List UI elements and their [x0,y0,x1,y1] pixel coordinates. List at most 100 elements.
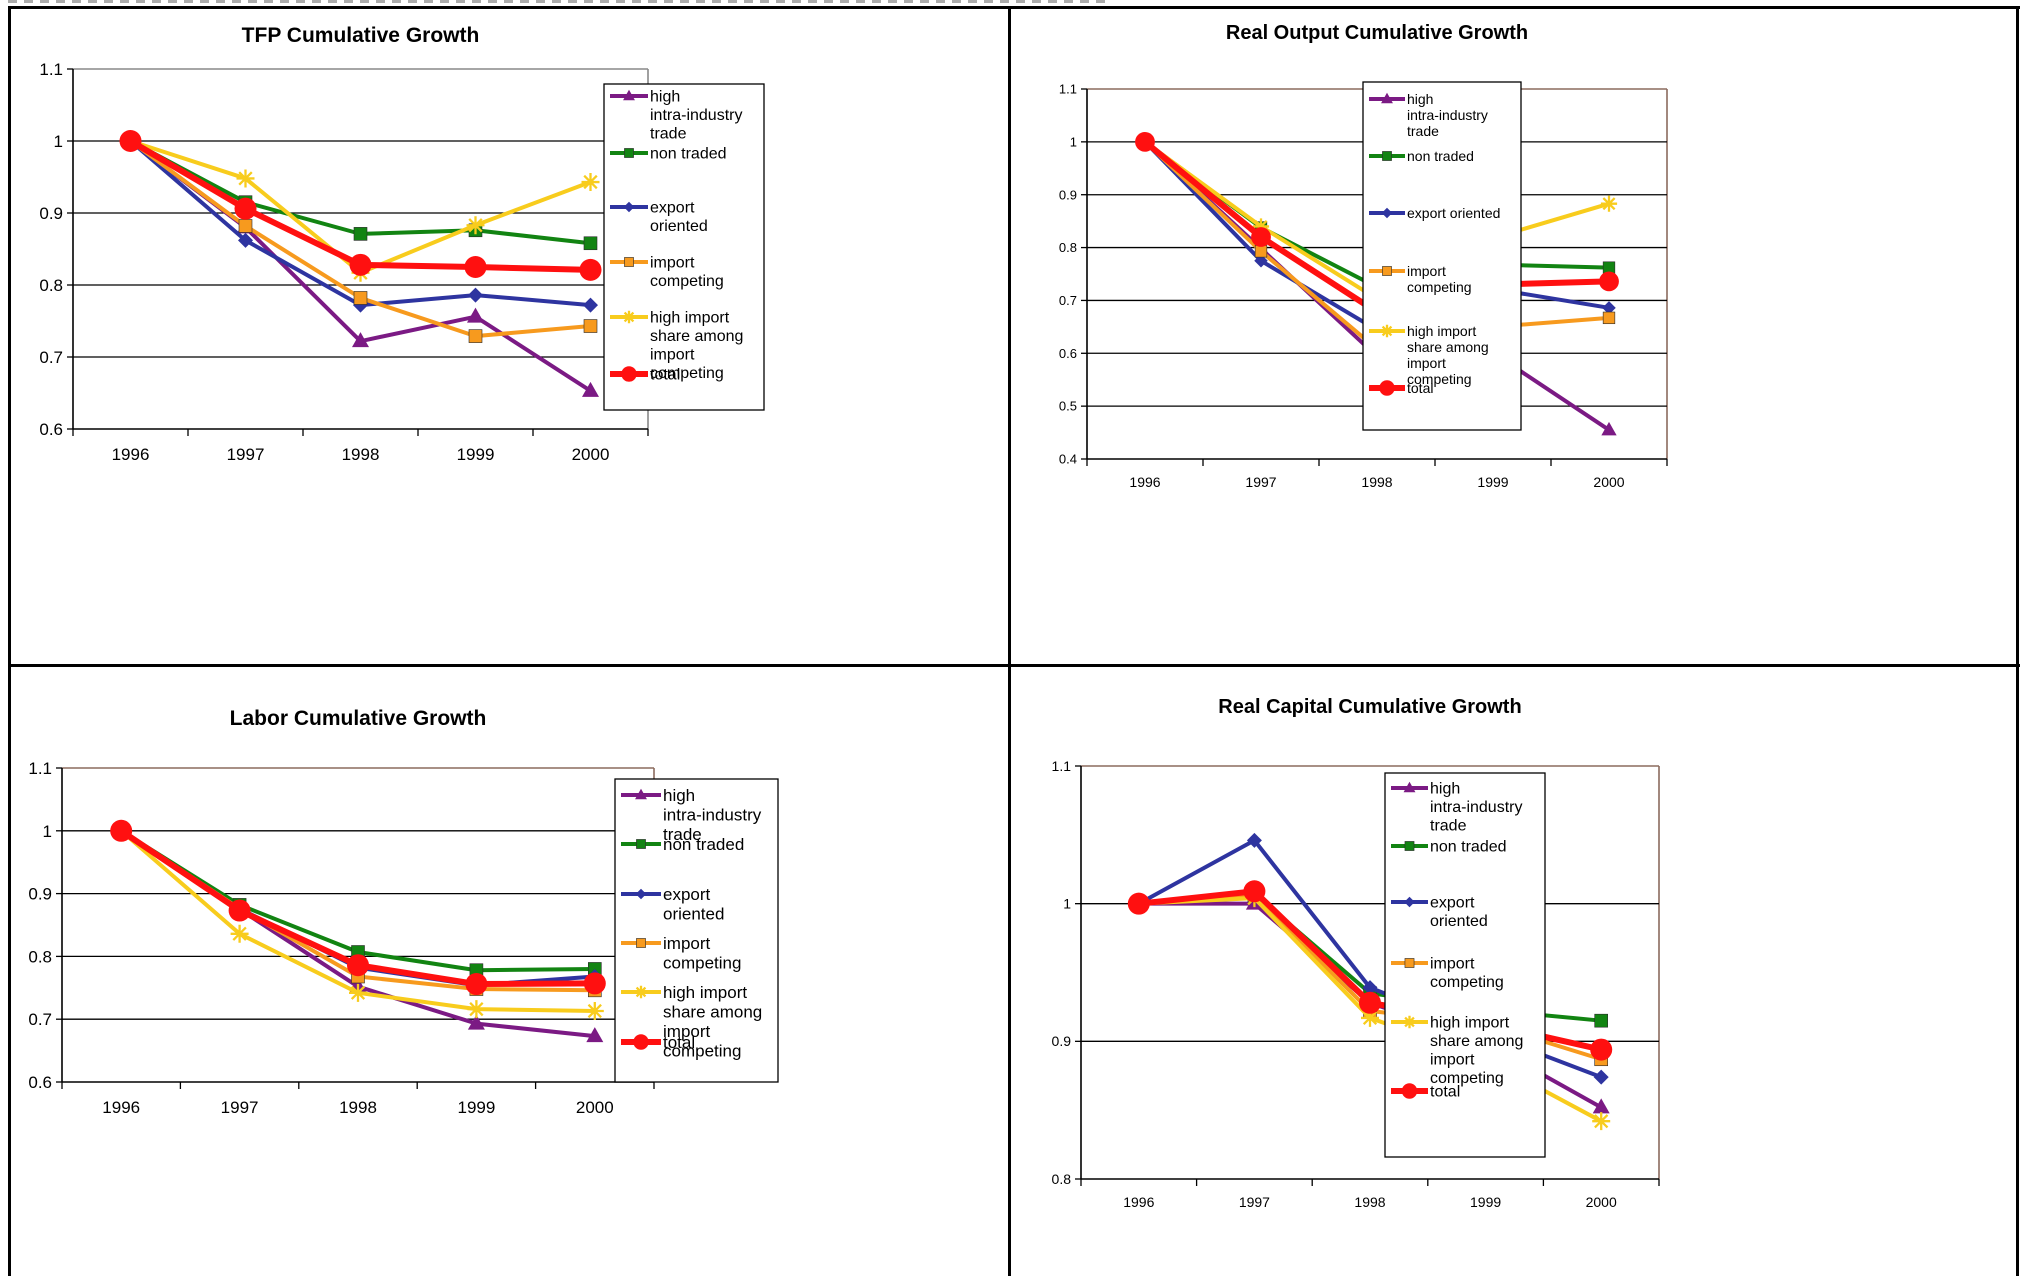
legend-label: high intra-industry trade [1430,781,1522,835]
data-point [583,297,598,313]
x-tick-label: 1997 [221,1098,259,1117]
data-point [1590,1038,1613,1061]
x-tick-label: 1998 [1361,474,1392,490]
legend-marker [1381,207,1393,219]
chart-title: TFP Cumulative Growth [242,24,480,47]
y-tick-label: 1 [43,822,52,841]
labor-chart: Labor Cumulative Growth 0.6 0.7 0.8 0.9 1 1.1 1… [28,707,779,1117]
data-point [583,319,598,333]
data-point [349,983,367,1002]
y-tick-label: 0.9 [1052,1033,1072,1049]
x-tick-label: 1998 [342,445,380,464]
data-point [1243,880,1266,903]
data-point [238,232,253,248]
x-tick-label: 1997 [1245,474,1276,490]
data-point [1601,421,1617,436]
data-point [467,1000,486,1019]
legend-marker [1379,380,1395,396]
x-tick-label: 1999 [1477,474,1508,490]
legend-label: high intra-industry trade [663,786,762,844]
legend-marker [634,985,648,999]
data-point [1246,832,1262,848]
legend-marker [622,310,636,324]
tfp-chart: TFP Cumulative Growth 0.6 0.7 0.8 0.9 1 1.1 199… [39,24,765,464]
y-tick-label: 1 [1063,896,1071,912]
legend-label: non traded [1430,839,1507,856]
legend-label: high import share among import competing [1430,1015,1523,1087]
y-tick-label: 0.8 [28,947,52,966]
data-point [1361,1008,1379,1027]
panel-tfp: TFP Cumulative Growth 0.6 0.7 0.8 0.9 1 1.1 199… [11,9,1008,664]
panel-labor: Labor Cumulative Growth 0.6 0.7 0.8 0.9 1 1.1 1… [11,667,1008,1276]
y-tick-label: 1.1 [1059,82,1077,97]
legend-label: import competing [1407,263,1472,295]
data-point [1254,245,1268,258]
legend-item: high intra-industry trade [1391,781,1522,835]
data-point [1600,195,1618,212]
data-point [1359,991,1381,1014]
y-tick-label: 1.1 [39,60,63,79]
x-tick-label: 1998 [339,1098,377,1117]
legend-label: high intra-industry trade [650,89,742,143]
frame-vertical-divider [1008,6,1011,1276]
legend-box [614,778,779,1083]
data-point [581,173,600,192]
data-point [353,227,368,241]
data-point [1251,227,1271,247]
series-export_oriented [123,133,598,313]
legend-item: non traded [1369,148,1474,164]
data-point [228,899,251,922]
legend-marker [1404,841,1415,851]
y-tick-label: 0.7 [39,348,63,367]
legend-marker [1381,92,1393,104]
legend-marker [635,888,647,900]
legend-marker [1403,1015,1416,1029]
x-tick-label: 1996 [1129,474,1160,490]
frame-right [2016,6,2019,1276]
legend-marker [1382,266,1392,276]
legend-item: high import share among import competing [1391,1015,1523,1087]
data-point [347,954,369,977]
real-capital-chart: Real Capital Cumulative Growth 0.8 0.9 1 1.1… [1052,696,1660,1210]
legend-marker [636,839,646,849]
chart-title: Labor Cumulative Growth [230,707,487,730]
frame-top [8,6,2020,9]
data-point [1135,131,1155,152]
data-point [585,1002,604,1021]
legend-label: high import share among import competing [1407,323,1489,387]
data-point [1594,1013,1609,1028]
chart-title: Real Output Cumulative Growth [1226,22,1528,44]
y-tick-label: 0.9 [28,885,52,904]
legend-marker [635,788,647,800]
legend: high intra-industry trade non traded export … [1362,81,1522,431]
data-point [1599,271,1619,292]
data-point [1602,301,1616,315]
legend-label: high import share among import competing [650,310,743,382]
data-point [352,332,369,348]
series-total [110,819,606,996]
legend-item: high import share among import competing [621,983,762,1061]
legend-item: total [621,1033,695,1052]
legend-item: total [610,366,680,384]
data-point [236,169,255,188]
x-tick-label: 1996 [1123,1194,1154,1210]
legend-box [603,83,765,411]
data-point [1593,1069,1609,1085]
legend-marker [623,89,635,101]
x-tick-label: 1996 [112,445,150,464]
x-tick-label: 1999 [457,445,495,464]
series-non_traded [114,824,602,978]
frame-horizontal-divider [8,664,2020,667]
y-tick-label: 0.8 [39,276,63,295]
x-tick-label: 1997 [1239,1194,1270,1210]
legend-item: high intra-industry trade [1369,91,1488,139]
panel-capital: Real Capital Cumulative Growth 0.8 0.9 1 1.1… [1011,667,2016,1276]
data-point [583,972,606,995]
y-tick-label: 0.8 [1052,1171,1072,1187]
legend-item: export oriented [1369,205,1500,221]
y-tick-label: 0.7 [1059,293,1077,308]
data-point [467,1014,485,1030]
legend-label: total [663,1033,695,1052]
